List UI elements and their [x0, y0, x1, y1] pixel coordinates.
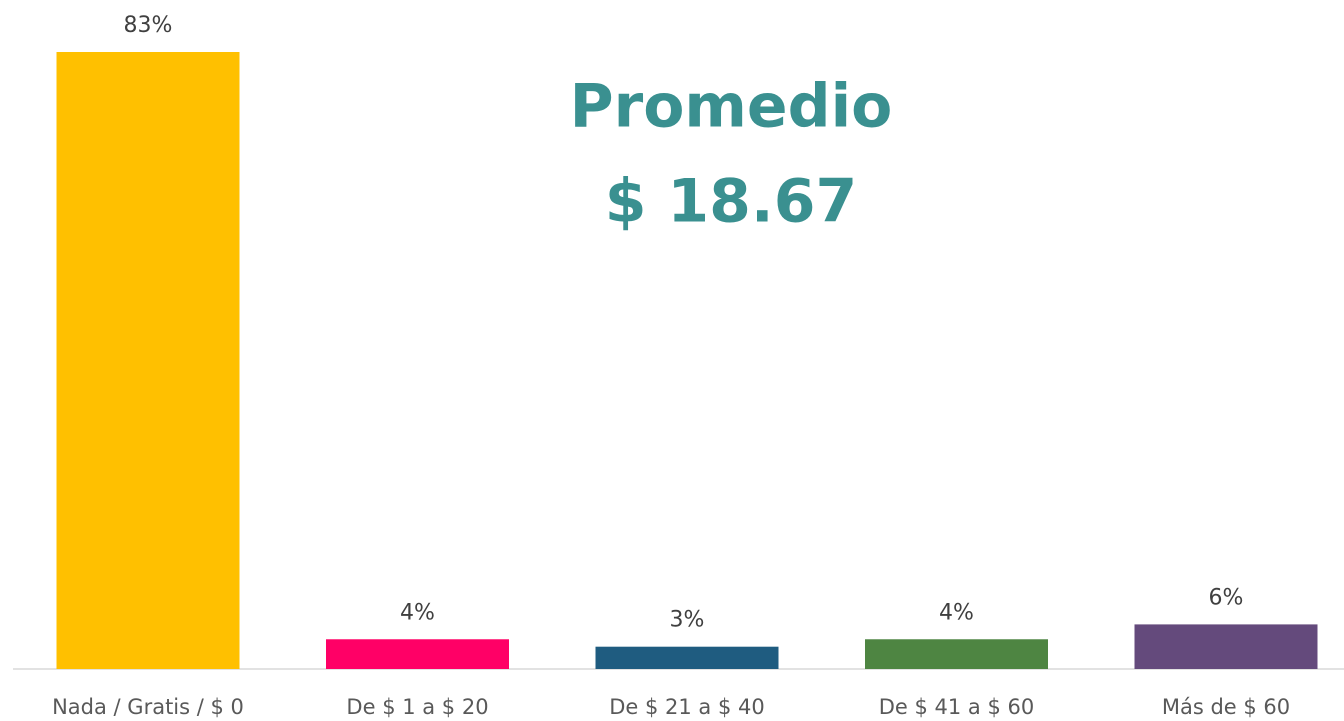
- annotation: $ 18.67: [605, 167, 857, 237]
- x-tick-label: De $ 41 a $ 60: [879, 695, 1035, 719]
- bar: [865, 639, 1048, 669]
- x-tick-label: Nada / Gratis / $ 0: [52, 695, 244, 719]
- value-label: 4%: [939, 600, 974, 625]
- bar: [595, 646, 779, 669]
- x-tick-label: De $ 21 a $ 40: [609, 695, 765, 719]
- bar: [1134, 624, 1318, 669]
- bar: [56, 52, 240, 669]
- x-tick-label: Más de $ 60: [1162, 695, 1290, 719]
- bar: [326, 639, 509, 669]
- value-label: 6%: [1209, 585, 1244, 610]
- x-tick-label: De $ 1 a $ 20: [346, 695, 488, 719]
- annotation: Promedio: [570, 72, 893, 142]
- value-label: 4%: [400, 600, 435, 625]
- value-label: 3%: [670, 608, 705, 633]
- value-label: 83%: [124, 13, 173, 38]
